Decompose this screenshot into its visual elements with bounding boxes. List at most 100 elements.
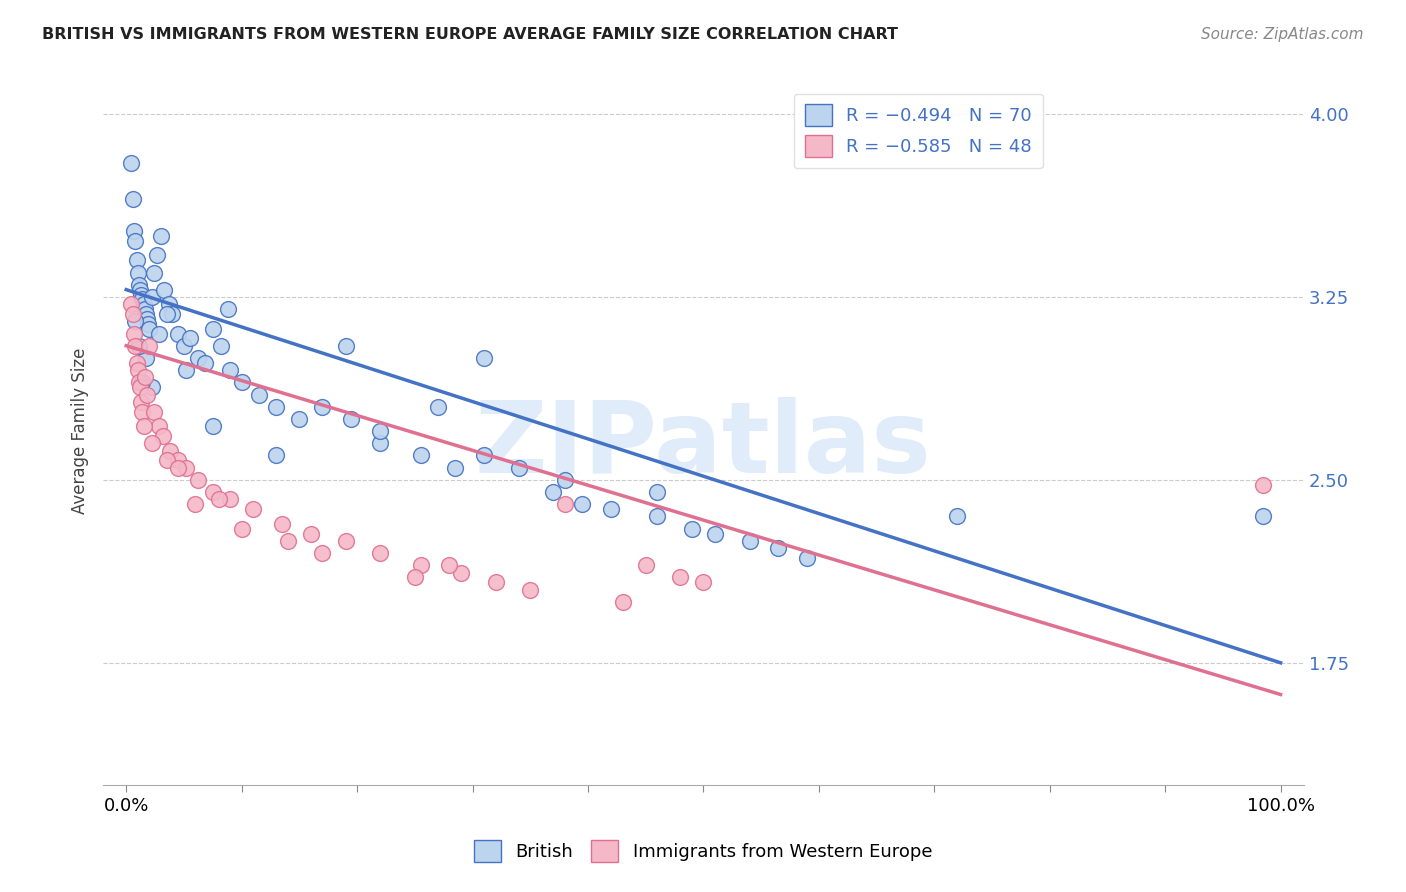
Point [340,412,363,426]
Point [129,283,152,297]
Point [179,331,201,345]
Point [184,497,207,511]
Point [368,436,391,450]
Point [136,387,159,401]
Point [247,387,270,401]
Point [125,356,148,370]
Point [485,575,508,590]
Point [219,492,242,507]
Point [162,307,184,321]
Point [141,436,163,450]
Point [148,326,170,341]
Point [335,533,357,548]
Point [125,253,148,268]
Point [704,526,727,541]
Point [472,351,495,365]
Point [120,297,142,311]
Legend: R = −0.494   N = 70, R = −0.585   N = 48: R = −0.494 N = 70, R = −0.585 N = 48 [794,94,1043,169]
Point [124,224,146,238]
Point [132,297,155,311]
Point [681,522,703,536]
Point [201,485,224,500]
Point [1253,509,1275,524]
Point [299,526,322,541]
Point [141,290,163,304]
Point [129,287,152,301]
Point [669,570,692,584]
Point [946,509,969,524]
Point [288,412,311,426]
Point [167,460,190,475]
Point [134,370,156,384]
Point [148,419,170,434]
Point [122,193,145,207]
Point [554,473,576,487]
Point [242,502,264,516]
Text: ZIPatlas: ZIPatlas [475,397,932,494]
Point [472,449,495,463]
Point [156,453,179,467]
Point [201,321,224,335]
Point [167,326,190,341]
Point [692,575,714,590]
Point [136,312,159,326]
Point [142,266,165,280]
Point [127,363,149,377]
Point [141,380,163,394]
Point [142,404,165,418]
Point [159,443,181,458]
Point [444,460,467,475]
Point [450,566,472,580]
Point [157,297,180,311]
Point [439,558,461,573]
Point [543,485,565,500]
Point [187,473,209,487]
Point [135,351,157,365]
Point [120,156,142,170]
Point [368,546,391,560]
Point [174,460,197,475]
Point [311,546,333,560]
Point [519,582,541,597]
Point [129,394,152,409]
Y-axis label: Average Family Size: Average Family Size [72,348,89,515]
Point [128,277,150,292]
Point [277,533,299,548]
Point [634,558,657,573]
Legend: British, Immigrants from Western Europe: British, Immigrants from Western Europe [467,833,939,870]
Point [219,363,242,377]
Point [600,502,623,516]
Point [134,302,156,317]
Point [554,497,576,511]
Point [167,453,190,467]
Point [124,234,146,248]
Point [271,516,294,531]
Point [124,314,146,328]
Point [207,492,229,507]
Point [231,376,253,390]
Point [146,248,169,262]
Point [209,339,232,353]
Text: BRITISH VS IMMIGRANTS FROM WESTERN EUROPE AVERAGE FAMILY SIZE CORRELATION CHART: BRITISH VS IMMIGRANTS FROM WESTERN EUROP… [42,27,898,42]
Point [426,400,449,414]
Text: Source: ZipAtlas.com: Source: ZipAtlas.com [1201,27,1364,42]
Point [138,339,160,353]
Point [174,363,197,377]
Point [231,522,253,536]
Point [122,307,145,321]
Point [266,400,288,414]
Point [131,404,153,418]
Point [335,339,357,353]
Point [128,376,150,390]
Point [173,339,195,353]
Point [152,429,174,443]
Point [156,307,179,321]
Point [409,449,432,463]
Point [127,266,149,280]
Point [508,460,530,475]
Point [136,317,159,331]
Point [187,351,209,365]
Point [738,533,761,548]
Point [404,570,426,584]
Point [138,321,160,335]
